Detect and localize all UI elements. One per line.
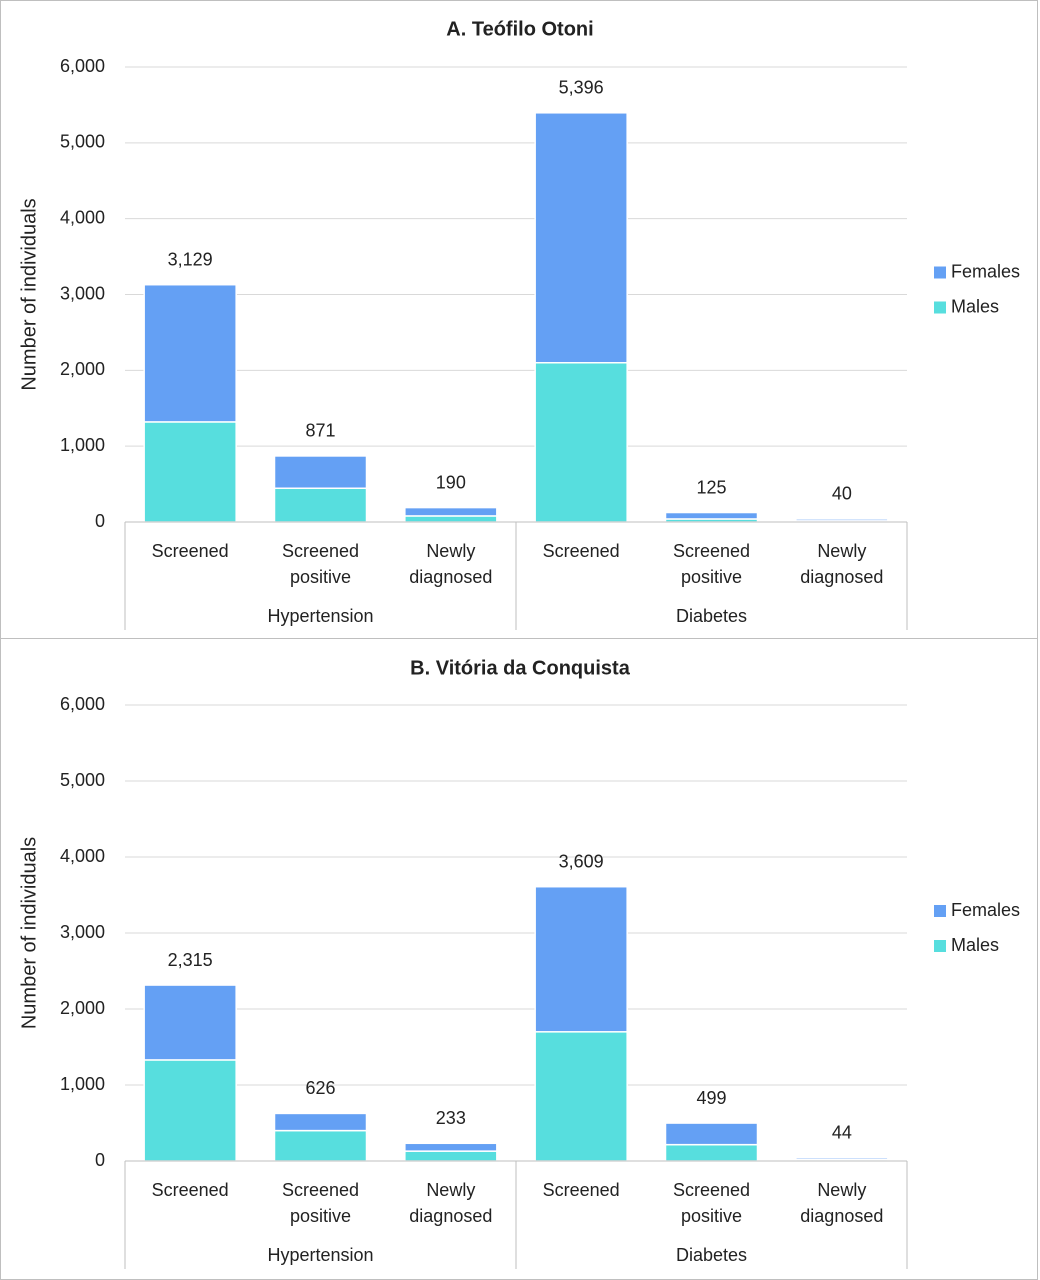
chart-title: A. Teófilo Otoni <box>446 18 593 40</box>
data-label: 626 <box>305 1078 335 1098</box>
y-tick-label: 0 <box>95 511 105 531</box>
data-label: 5,396 <box>559 78 604 98</box>
bar-segment <box>143 421 237 523</box>
x-tick-label: Screened <box>542 541 620 561</box>
chart-title: B. Vitória da Conquista <box>410 657 631 679</box>
bar-segment <box>404 1142 498 1152</box>
bar-segment <box>273 455 368 490</box>
group-label: Diabetes <box>676 1245 747 1265</box>
legend-label: Females <box>951 261 1020 281</box>
group-label: Diabetes <box>676 606 747 626</box>
y-axis-title: Number of individuals <box>18 198 40 390</box>
bar-segment <box>795 518 889 522</box>
legend-label: Males <box>951 935 999 955</box>
y-tick-label: 0 <box>95 1150 105 1170</box>
bar-segment <box>143 1059 237 1162</box>
x-tick-label: Newly diagnosed <box>409 541 493 587</box>
bar-segment <box>534 1031 628 1162</box>
x-tick-label: Screened positive <box>672 1180 751 1226</box>
bar-segment <box>795 1156 889 1161</box>
bar-segment <box>664 1122 759 1146</box>
bar-segment <box>534 885 628 1033</box>
x-tick-label: Screened positive <box>281 541 360 587</box>
bar-segment <box>404 506 498 517</box>
x-tick-label: Screened positive <box>281 1180 360 1226</box>
bar-segment <box>664 511 759 520</box>
data-label: 40 <box>832 484 852 504</box>
bar-segment <box>273 1129 368 1162</box>
bar-segment <box>404 1150 498 1162</box>
y-tick-label: 6,000 <box>60 694 105 714</box>
x-tick-label: Newly diagnosed <box>409 1180 493 1226</box>
y-tick-label: 3,000 <box>60 922 105 942</box>
group-label: Hypertension <box>267 1245 373 1265</box>
bar-segment <box>534 362 628 523</box>
data-label: 190 <box>436 472 466 492</box>
legend-swatch <box>934 940 946 952</box>
data-label: 871 <box>305 421 335 441</box>
y-tick-label: 5,000 <box>60 770 105 790</box>
legend-label: Females <box>951 900 1020 920</box>
bar-segment <box>143 283 237 423</box>
bar-segment <box>143 984 237 1061</box>
data-label: 2,315 <box>168 950 213 970</box>
x-tick-label: Screened <box>151 541 229 561</box>
y-tick-label: 5,000 <box>60 132 105 152</box>
y-tick-label: 1,000 <box>60 1074 105 1094</box>
bar-segment <box>534 112 628 364</box>
bar-segment <box>404 515 498 523</box>
y-tick-label: 2,000 <box>60 359 105 379</box>
data-label: 125 <box>696 477 726 497</box>
legend-swatch <box>934 301 946 314</box>
bar-segment <box>273 1112 368 1132</box>
legend-swatch <box>934 905 946 917</box>
y-tick-label: 4,000 <box>60 846 105 866</box>
data-label: 44 <box>832 1122 852 1142</box>
y-axis-title: Number of individuals <box>18 837 40 1029</box>
y-tick-label: 1,000 <box>60 435 105 455</box>
x-tick-label: Newly diagnosed <box>800 1180 884 1226</box>
group-label: Hypertension <box>267 606 373 626</box>
x-tick-label: Screened positive <box>672 541 751 587</box>
x-tick-label: Screened <box>542 1180 620 1200</box>
y-tick-label: 2,000 <box>60 998 105 1018</box>
legend-label: Males <box>951 296 999 316</box>
data-label: 3,609 <box>559 851 604 871</box>
y-tick-label: 3,000 <box>60 283 105 303</box>
y-tick-label: 6,000 <box>60 56 105 76</box>
x-tick-label: Newly diagnosed <box>800 541 884 587</box>
x-tick-label: Screened <box>151 1180 229 1200</box>
y-tick-label: 4,000 <box>60 207 105 227</box>
data-label: 233 <box>436 1108 466 1128</box>
legend-swatch <box>934 266 946 279</box>
data-label: 3,129 <box>168 249 213 269</box>
data-label: 499 <box>696 1088 726 1108</box>
bar-segment <box>664 1143 759 1162</box>
bar-segment <box>273 487 368 523</box>
